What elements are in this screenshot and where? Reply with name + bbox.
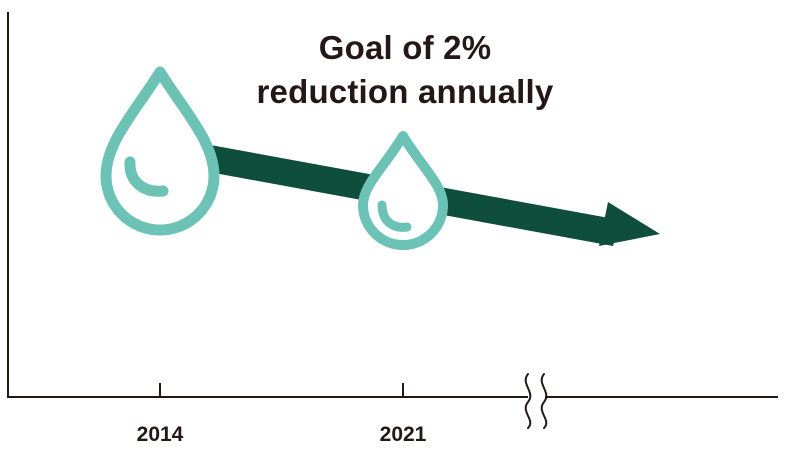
- headline-line-1: Goal of 2%: [318, 29, 492, 66]
- axis-break-icon: [524, 373, 548, 429]
- water-drop-icon: [358, 131, 448, 250]
- x-tick-label-2014: 2014: [136, 423, 184, 446]
- x-tick-label-2021: 2021: [379, 423, 427, 446]
- water-drop-icon: [100, 66, 220, 236]
- goal-headline: Goal of 2% reduction annually: [215, 26, 595, 114]
- headline-line-2: reduction annually: [256, 73, 554, 110]
